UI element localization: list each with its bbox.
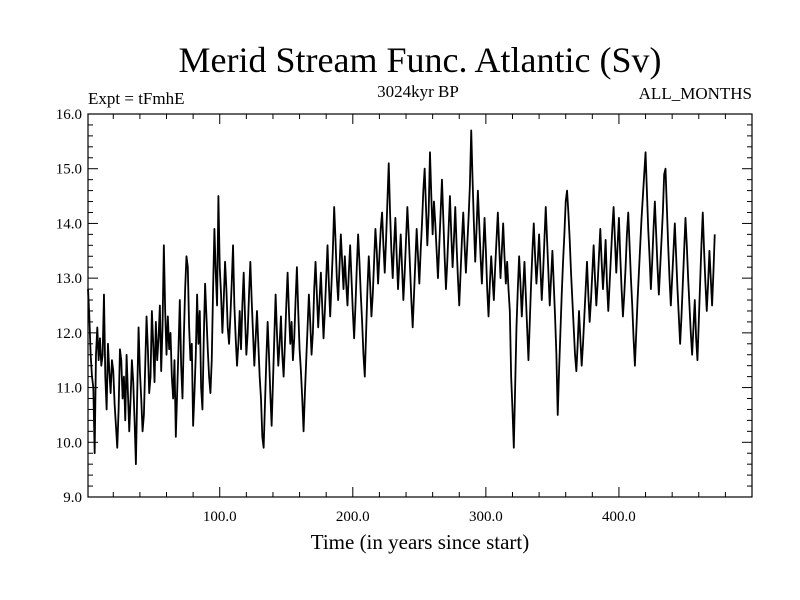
y-tick-label: 9.0 bbox=[63, 490, 82, 506]
x-axis-label: Time (in years since start) bbox=[311, 530, 530, 554]
x-tick-label: 300.0 bbox=[469, 509, 503, 525]
period-label: 3024kyr BP bbox=[377, 82, 459, 101]
y-tick-label: 10.0 bbox=[56, 435, 82, 451]
y-tick-label: 15.0 bbox=[56, 162, 82, 178]
series-line bbox=[87, 129, 716, 466]
chart-title: Merid Stream Func. Atlantic (Sv) bbox=[179, 40, 662, 80]
y-tick-label: 14.0 bbox=[56, 216, 82, 232]
experiment-label: Expt = tFmhE bbox=[88, 89, 184, 108]
months-label: ALL_MONTHS bbox=[639, 84, 752, 103]
y-axis: 9.0 10.0 11.0 12.0 13.0 14.0 15.0 16.0 bbox=[56, 107, 752, 506]
x-tick-label: 100.0 bbox=[203, 509, 237, 525]
x-tick-label: 200.0 bbox=[336, 509, 370, 525]
y-tick-label: 13.0 bbox=[56, 271, 82, 287]
y-tick-label: 11.0 bbox=[56, 381, 82, 397]
x-tick-label: 400.0 bbox=[602, 509, 636, 525]
x-axis: 100.0 200.0 300.0 400.0 bbox=[112, 114, 726, 525]
y-tick-label: 16.0 bbox=[56, 107, 82, 123]
plot-frame bbox=[87, 113, 753, 498]
y-tick-label: 12.0 bbox=[56, 326, 82, 342]
